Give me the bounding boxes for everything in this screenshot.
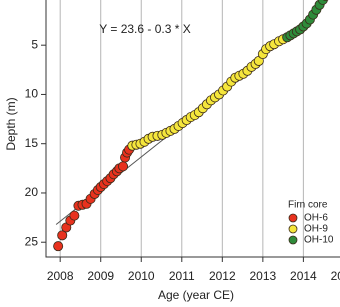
legend-label: OH-9 <box>304 224 328 235</box>
x-tick-label: 2015 <box>331 269 340 283</box>
x-tick-label: 2013 <box>250 269 277 283</box>
annotation: Y = 23.6 - 0.3 * X <box>99 22 191 36</box>
x-tick-label: 2008 <box>47 269 74 283</box>
legend: Firn core OH-6OH-9OH-10 <box>288 200 334 246</box>
data-point <box>53 241 64 252</box>
x-tick-label: 2010 <box>128 269 155 283</box>
axes: 2008 2009 2010 2011 2012 2013 2014 2015 0 5 10 15 20… <box>25 0 340 283</box>
legend-marker <box>288 235 298 245</box>
data-point <box>69 210 80 221</box>
data-point <box>322 0 329 1</box>
x-tick-label: 2012 <box>209 269 236 283</box>
y-axis-label: Depth (m) <box>4 97 18 150</box>
legend-title: Firn core <box>288 200 328 211</box>
legend-label: OH-10 <box>304 235 334 246</box>
legend-marker <box>288 213 298 223</box>
y-tick-label: 5 <box>31 37 38 51</box>
y-tick-label: 10 <box>25 87 39 101</box>
y-tick-label: 0 <box>31 0 38 2</box>
grid <box>59 0 304 257</box>
x-tick-label: 2009 <box>87 269 114 283</box>
legend-marker <box>288 224 298 234</box>
plot-frame <box>45 0 340 258</box>
y-tick-label: 25 <box>25 234 39 248</box>
y-tick-label: 15 <box>25 136 39 150</box>
data-point <box>118 161 129 172</box>
legend-label: OH-6 <box>304 213 328 224</box>
y-tick-label: 20 <box>25 185 39 199</box>
x-tick-label: 2014 <box>290 269 317 283</box>
plot-area <box>53 0 329 252</box>
data-point <box>57 230 68 241</box>
x-tick-label: 2011 <box>169 269 195 283</box>
data-point <box>317 0 328 5</box>
x-axis-label: Age (year CE) <box>158 288 234 302</box>
